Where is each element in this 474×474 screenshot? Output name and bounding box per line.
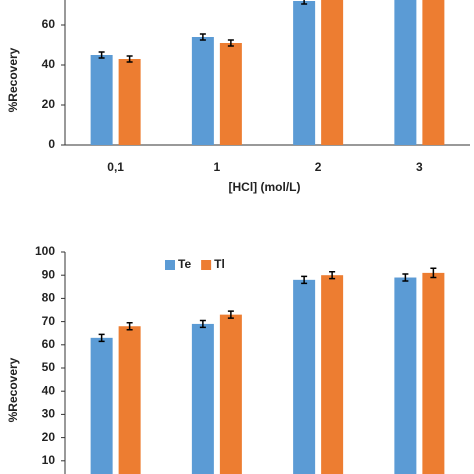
bar bbox=[422, 272, 445, 474]
y-axis-label: %Recovery bbox=[6, 47, 20, 112]
bar bbox=[293, 279, 316, 474]
error-bar bbox=[227, 310, 234, 319]
legend-swatch bbox=[201, 260, 212, 270]
error-bar bbox=[126, 322, 133, 331]
bar bbox=[293, 1, 316, 145]
error-bar bbox=[98, 51, 105, 59]
x-tick-label: 2 bbox=[315, 160, 322, 174]
bar bbox=[422, 0, 445, 145]
bar bbox=[394, 0, 417, 145]
bar bbox=[90, 337, 113, 474]
bar bbox=[394, 277, 417, 474]
y-axis-label: %Recovery bbox=[6, 357, 20, 422]
bar bbox=[219, 43, 242, 145]
bar bbox=[90, 55, 113, 145]
y-tick-label: 50 bbox=[42, 360, 56, 374]
error-bar bbox=[402, 273, 409, 282]
y-tick-label: 20 bbox=[42, 430, 56, 444]
y-tick-label: 100 bbox=[35, 244, 55, 258]
bar bbox=[118, 326, 141, 474]
legend-label: Te bbox=[178, 257, 191, 271]
bar bbox=[191, 323, 214, 474]
error-bar bbox=[301, 0, 308, 5]
y-tick-label: 0 bbox=[48, 137, 55, 151]
error-bar bbox=[199, 33, 206, 41]
y-tick-label: 20 bbox=[42, 97, 56, 111]
bar bbox=[321, 0, 344, 145]
x-tick-label: 3 bbox=[416, 160, 423, 174]
bar bbox=[219, 314, 242, 474]
y-tick-label: 70 bbox=[42, 314, 56, 328]
bar bbox=[321, 275, 344, 474]
bar bbox=[118, 59, 141, 145]
y-tick-label: 90 bbox=[42, 267, 56, 281]
error-bar bbox=[227, 39, 234, 47]
y-tick-label: 40 bbox=[42, 57, 56, 71]
legend-swatch bbox=[165, 260, 175, 270]
error-bar bbox=[329, 270, 336, 280]
x-axis-label: [HCl] (mol/L) bbox=[229, 180, 301, 194]
error-bar bbox=[199, 319, 206, 329]
error-bar bbox=[126, 55, 133, 63]
y-tick-label: 30 bbox=[42, 407, 56, 421]
x-tick-label: 0,1 bbox=[107, 160, 124, 174]
y-tick-label: 40 bbox=[42, 383, 56, 397]
error-bar bbox=[98, 333, 105, 343]
bar bbox=[191, 37, 214, 145]
x-tick-label: 1 bbox=[214, 160, 221, 174]
y-tick-label: 10 bbox=[42, 453, 56, 467]
y-tick-label: 60 bbox=[42, 337, 56, 351]
error-bar bbox=[301, 275, 308, 285]
error-bar bbox=[430, 267, 437, 279]
y-tick-label: 80 bbox=[42, 291, 56, 305]
legend-label: Tl bbox=[214, 257, 225, 271]
y-tick-label: 60 bbox=[42, 17, 56, 31]
